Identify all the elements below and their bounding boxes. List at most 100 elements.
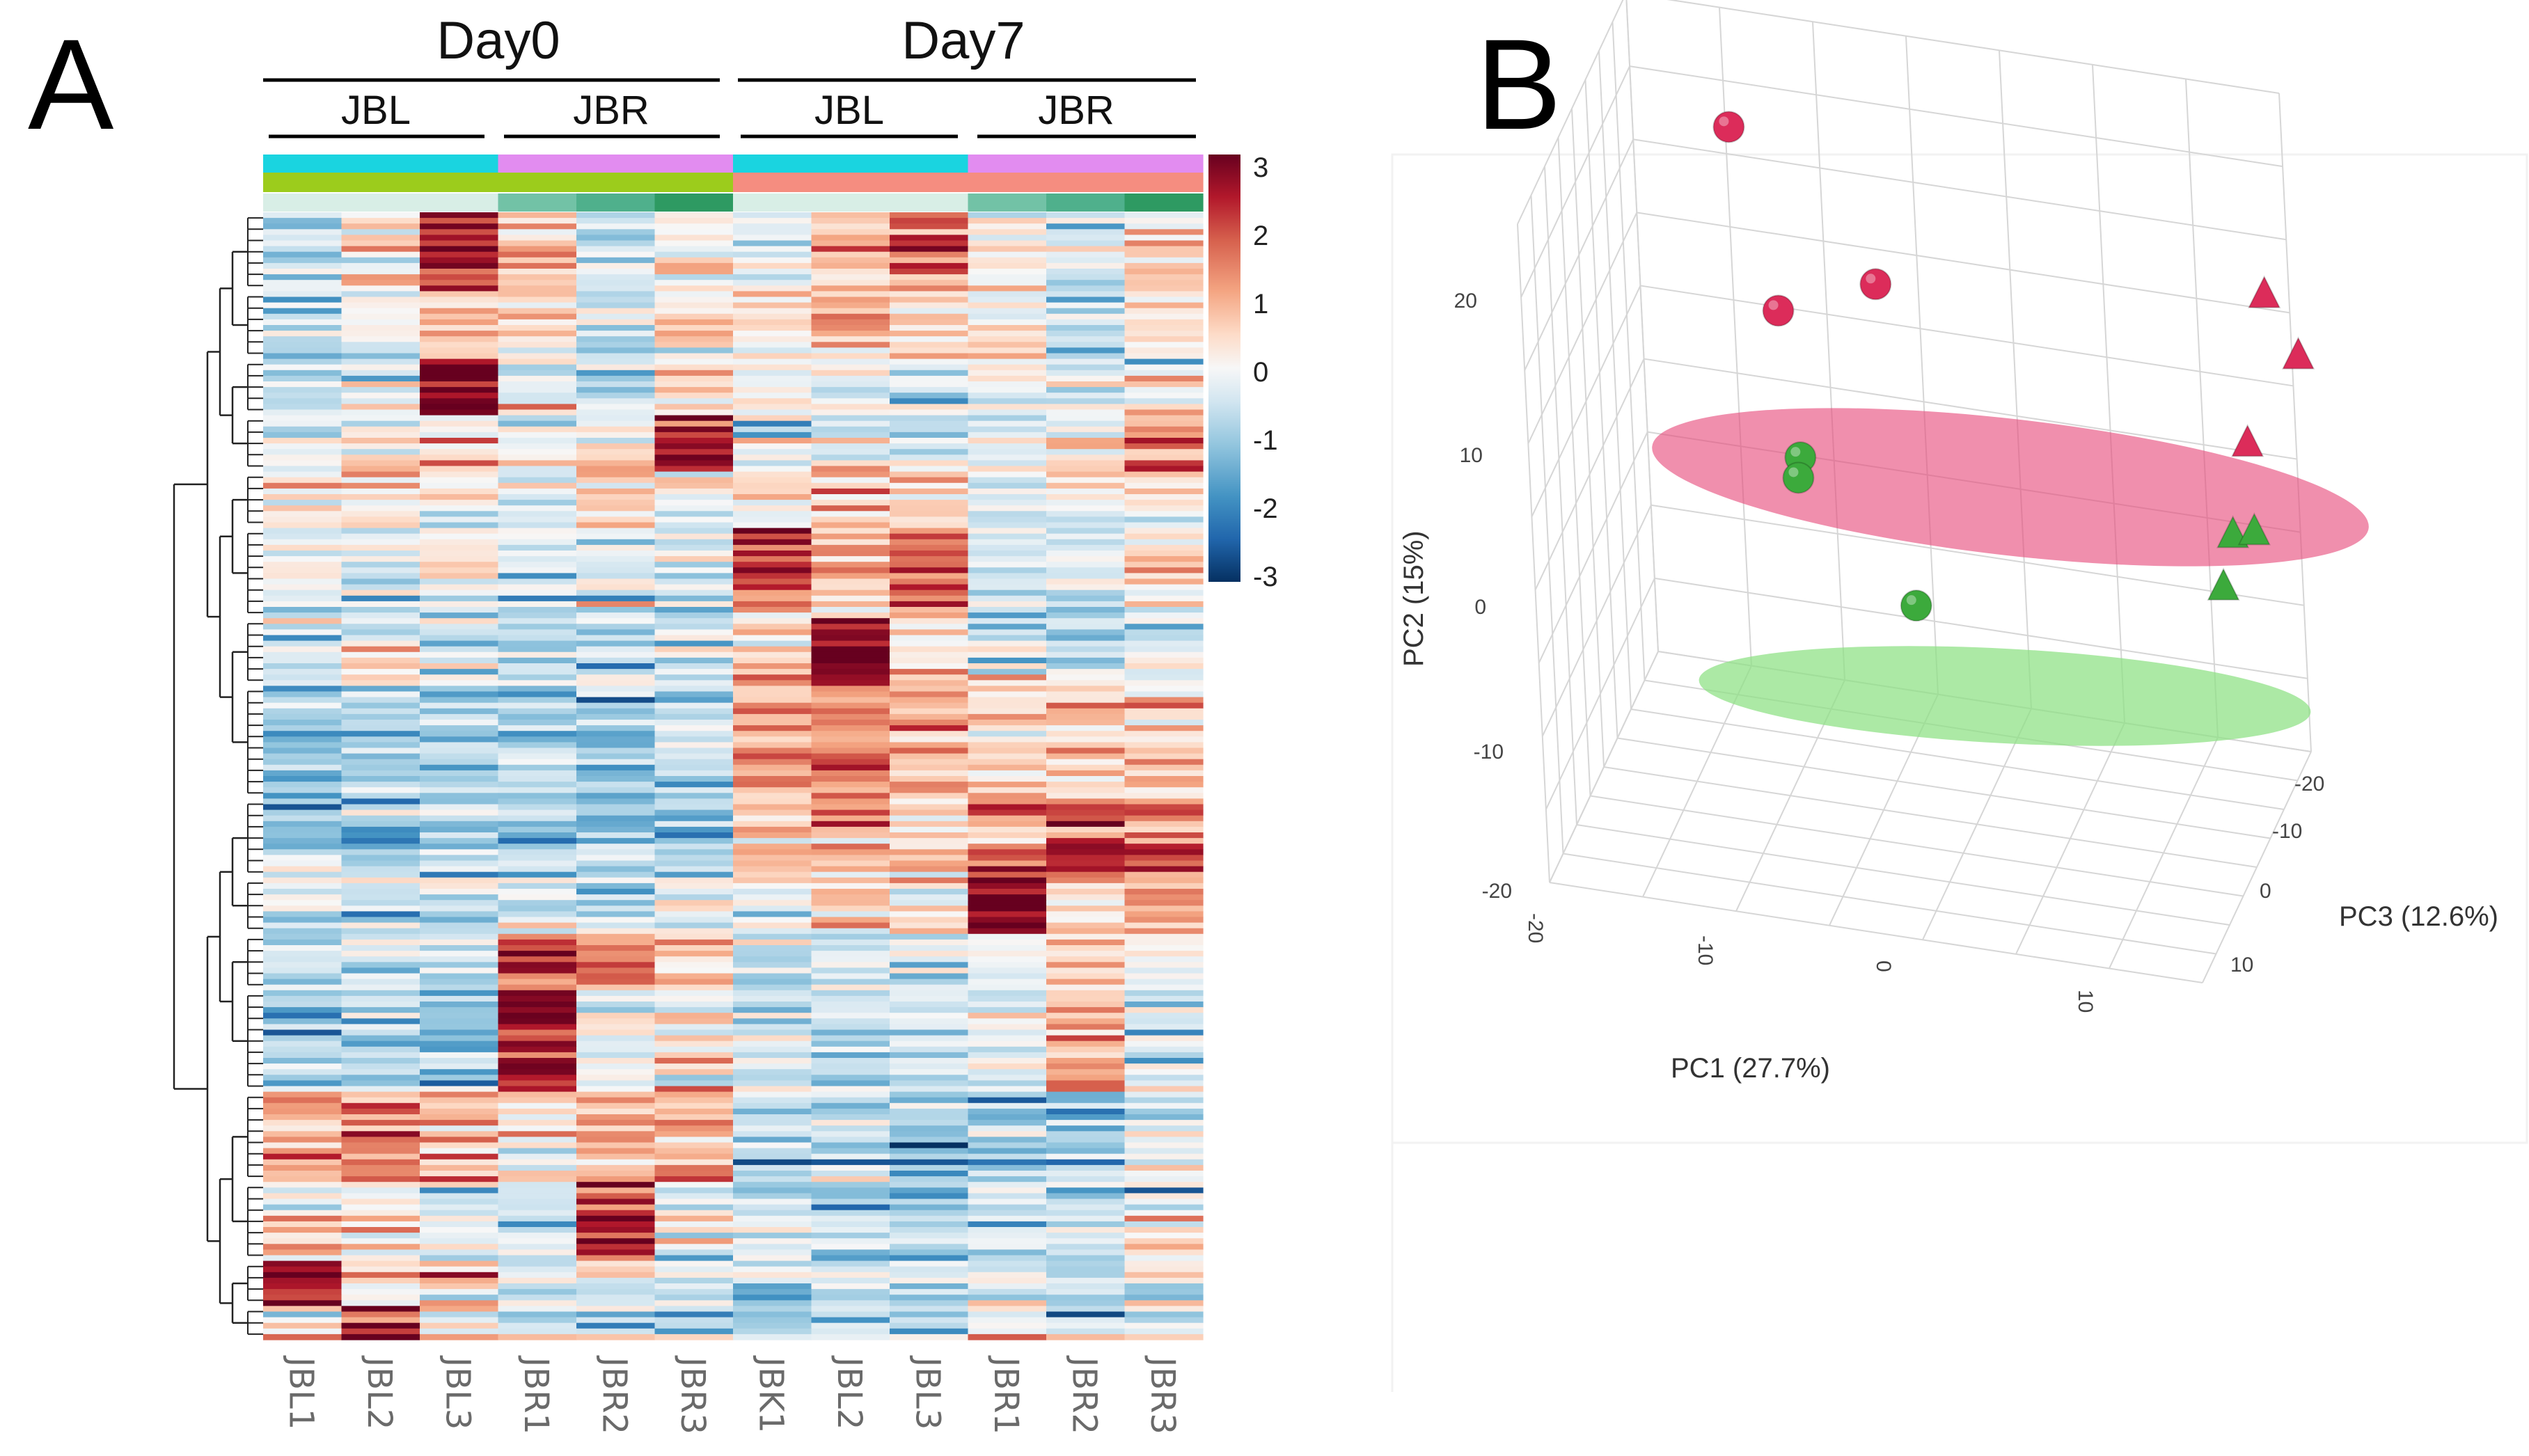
heatmap-cell [263, 697, 342, 704]
heatmap-cell [968, 624, 1047, 630]
heatmap-cell [341, 815, 420, 822]
heatmap-cell [654, 257, 734, 264]
heatmap-cell [341, 1187, 420, 1194]
heatmap-cell [968, 646, 1047, 653]
heatmap-cell [420, 1227, 499, 1233]
heatmap-cell [420, 1272, 499, 1279]
annotation-rows [263, 155, 1204, 212]
heatmap-cell [498, 832, 577, 839]
heatmap-cell [576, 1182, 656, 1188]
heatmap-cell [341, 753, 420, 760]
heatmap-cell [968, 296, 1047, 303]
column-label: JBR3 [673, 1355, 712, 1434]
heatmap-cell [1124, 883, 1204, 889]
column-label: JBR3 [1143, 1355, 1182, 1434]
heatmap-cell [811, 1198, 890, 1205]
heatmap-cell [263, 544, 342, 551]
heatmap-cell [733, 995, 812, 1002]
heatmap-cell [811, 720, 890, 726]
heatmap-cell [498, 556, 577, 562]
heatmap-cell [576, 415, 656, 422]
heatmap-cell [890, 296, 969, 303]
heatmap-cell [263, 438, 342, 444]
heatmap-cell [968, 979, 1047, 986]
heatmap-cell [576, 1002, 656, 1008]
heatmap-cell [890, 624, 969, 630]
heatmap-cell [1124, 1334, 1204, 1340]
heatmap-cell [968, 708, 1047, 715]
heatmap-cell [654, 1215, 734, 1222]
heatmap-cell [654, 1069, 734, 1075]
heatmap-cell [341, 460, 420, 467]
heatmap-cell [263, 1238, 342, 1244]
heatmap-cell [420, 257, 499, 264]
heatmap-cell [576, 251, 656, 258]
annotation-cell [341, 173, 420, 192]
heatmap-cell [968, 471, 1047, 478]
heatmap-cell [968, 589, 1047, 596]
heatmap-cell [263, 364, 342, 371]
heatmap-cell [968, 776, 1047, 782]
heatmap-cell [1124, 1322, 1204, 1329]
heatmap-cell [341, 1137, 420, 1144]
heatmap-cell [654, 951, 734, 957]
heatmap-cell [420, 262, 499, 269]
heatmap-cell [498, 1272, 577, 1279]
heatmap-cell [263, 409, 342, 416]
heatmap-cell [341, 595, 420, 602]
heatmap-cell [498, 528, 577, 535]
pca-point-sphere [1762, 294, 1795, 327]
pca-frame [1391, 153, 2528, 1392]
heatmap-cell [341, 381, 420, 388]
heatmap-cell [890, 522, 969, 529]
heatmap-cell [1046, 567, 1126, 573]
heatmap-cell [811, 443, 890, 450]
heatmap-cell [654, 404, 734, 411]
heatmap-cell [498, 973, 577, 980]
heatmap-cell [811, 1238, 890, 1244]
heatmap-cell [1124, 1114, 1204, 1121]
heatmap-cell [1124, 770, 1204, 777]
heatmap-cell [263, 432, 342, 438]
heatmap-cell [890, 1097, 969, 1104]
heatmap-cell [968, 1108, 1047, 1115]
heatmap-cell [576, 826, 656, 833]
heatmap-cell [263, 1035, 342, 1042]
heatmap-cell [733, 331, 812, 337]
heatmap-cell [576, 680, 656, 686]
heatmap-cell [733, 776, 812, 782]
heatmap-cell [733, 398, 812, 404]
heatmap-cell [654, 511, 734, 517]
heatmap-cell [420, 832, 499, 839]
heatmap-cell [811, 933, 890, 940]
heatmap-cell [733, 1238, 812, 1244]
heatmap-cell [576, 770, 656, 777]
heatmap-cell [576, 331, 656, 337]
heatmap-cell [498, 669, 577, 675]
heatmap-cell [654, 387, 734, 393]
heatmap-cell [263, 387, 342, 393]
heatmap-cell [1124, 1080, 1204, 1087]
heatmap-cell [341, 274, 420, 280]
heatmap-cell [498, 624, 577, 630]
heatmap-cell [733, 1069, 812, 1075]
heatmap-cell [654, 1204, 734, 1211]
heatmap-cell [576, 533, 656, 540]
heatmap-cell [341, 995, 420, 1002]
heatmap-cell [654, 1040, 734, 1047]
heatmap-cell [1124, 928, 1204, 935]
heatmap-cell [654, 454, 734, 461]
heatmap-cell [1046, 494, 1126, 500]
heatmap-cell [811, 500, 890, 506]
heatmap-cell [576, 939, 656, 946]
heatmap-cell [498, 229, 577, 235]
heatmap-cell [890, 364, 969, 371]
heatmap-cell [1046, 353, 1126, 360]
heatmap-cell [263, 1198, 342, 1205]
heatmap-cell [420, 742, 499, 749]
heatmap-cell [811, 274, 890, 280]
heatmap-cell [498, 905, 577, 912]
heatmap-cell [420, 1153, 499, 1160]
heatmap-cell [1046, 618, 1126, 624]
heatmap-cell [1046, 1142, 1126, 1149]
